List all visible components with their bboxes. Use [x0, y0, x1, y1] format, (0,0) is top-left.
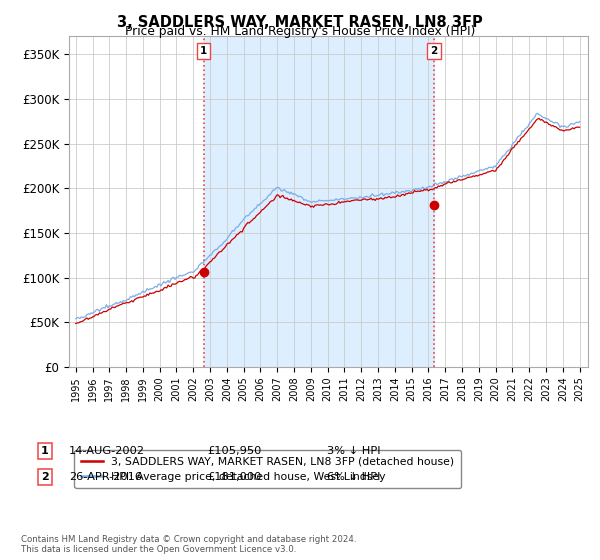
- Legend: 3, SADDLERS WAY, MARKET RASEN, LN8 3FP (detached house), HPI: Average price, det: 3, SADDLERS WAY, MARKET RASEN, LN8 3FP (…: [74, 450, 461, 488]
- Text: Price paid vs. HM Land Registry's House Price Index (HPI): Price paid vs. HM Land Registry's House …: [125, 25, 475, 38]
- Text: 2: 2: [430, 46, 437, 56]
- Text: 14-AUG-2002: 14-AUG-2002: [69, 446, 145, 456]
- Bar: [204, 36, 434, 367]
- Text: 6% ↓ HPI: 6% ↓ HPI: [327, 472, 380, 482]
- Text: Contains HM Land Registry data © Crown copyright and database right 2024.
This d: Contains HM Land Registry data © Crown c…: [21, 535, 356, 554]
- Text: 26-APR-2016: 26-APR-2016: [69, 472, 142, 482]
- Text: 1: 1: [41, 446, 49, 456]
- Text: 3% ↓ HPI: 3% ↓ HPI: [327, 446, 380, 456]
- Text: £105,950: £105,950: [207, 446, 262, 456]
- Text: 1: 1: [200, 46, 208, 56]
- Text: 3, SADDLERS WAY, MARKET RASEN, LN8 3FP: 3, SADDLERS WAY, MARKET RASEN, LN8 3FP: [117, 15, 483, 30]
- Text: £181,000: £181,000: [207, 472, 262, 482]
- Text: 2: 2: [41, 472, 49, 482]
